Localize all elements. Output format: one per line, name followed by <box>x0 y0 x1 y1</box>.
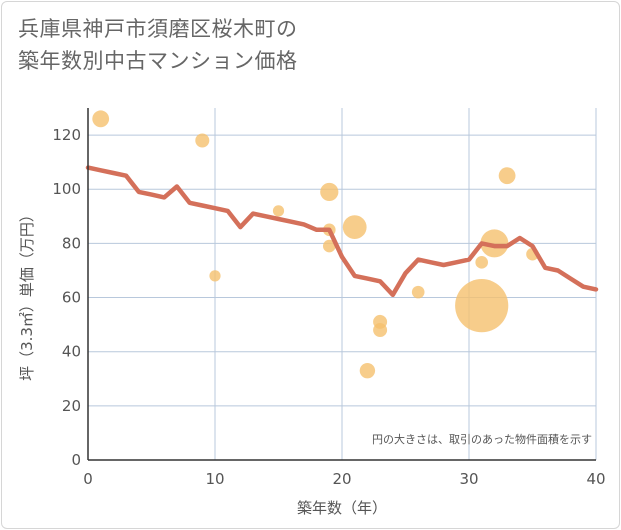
bubble-point <box>342 215 367 240</box>
x-axis-label: 築年数（年） <box>297 499 387 517</box>
y-tick-label: 20 <box>62 397 81 415</box>
axes <box>87 108 596 461</box>
bubble-point <box>359 362 376 379</box>
y-axis-label: 坪（3.3㎡）単価（万円） <box>18 207 36 381</box>
chart-title-line-1: 兵庫県神戸市須磨区桜木町の <box>18 17 298 41</box>
bubble-point <box>272 205 285 217</box>
x-tick-label: 40 <box>586 470 605 488</box>
x-tick-label: 30 <box>459 470 478 488</box>
x-tick-label: 20 <box>332 470 351 488</box>
bubble-point <box>455 279 509 333</box>
bubble-point <box>498 167 516 185</box>
bubble-point <box>373 323 388 338</box>
grid-lines <box>88 108 597 460</box>
y-tick-label: 40 <box>62 343 81 361</box>
bubble-point <box>195 133 210 148</box>
bubble-point <box>323 239 336 253</box>
tick-labels: 0 20 40 60 80 100 120 0 10 20 30 40 <box>52 126 605 488</box>
bubble-point <box>480 229 509 258</box>
bubble-point <box>475 256 489 269</box>
trend-line <box>85 165 599 298</box>
y-tick-label: 0 <box>71 451 81 469</box>
x-tick-label: 10 <box>205 470 224 488</box>
size-annotation: 円の大きさは、取引のあった物件面積を示す <box>372 432 592 446</box>
bubble-point <box>92 110 110 128</box>
y-tick-label: 80 <box>62 234 81 252</box>
bubble-series <box>92 110 539 379</box>
trend-line-group <box>85 165 599 298</box>
bubble-point <box>411 285 425 299</box>
bubble-point <box>209 270 221 282</box>
x-tick-label: 0 <box>83 470 93 488</box>
bubble-point <box>320 182 339 202</box>
y-tick-label: 120 <box>52 126 81 144</box>
y-tick-label: 100 <box>52 180 81 198</box>
y-tick-label: 60 <box>62 289 81 307</box>
chart-title: 兵庫県神戸市須磨区桜木町の 築年数別中古マンション価格 <box>18 13 298 77</box>
chart-title-line-2: 築年数別中古マンション価格 <box>18 49 298 73</box>
